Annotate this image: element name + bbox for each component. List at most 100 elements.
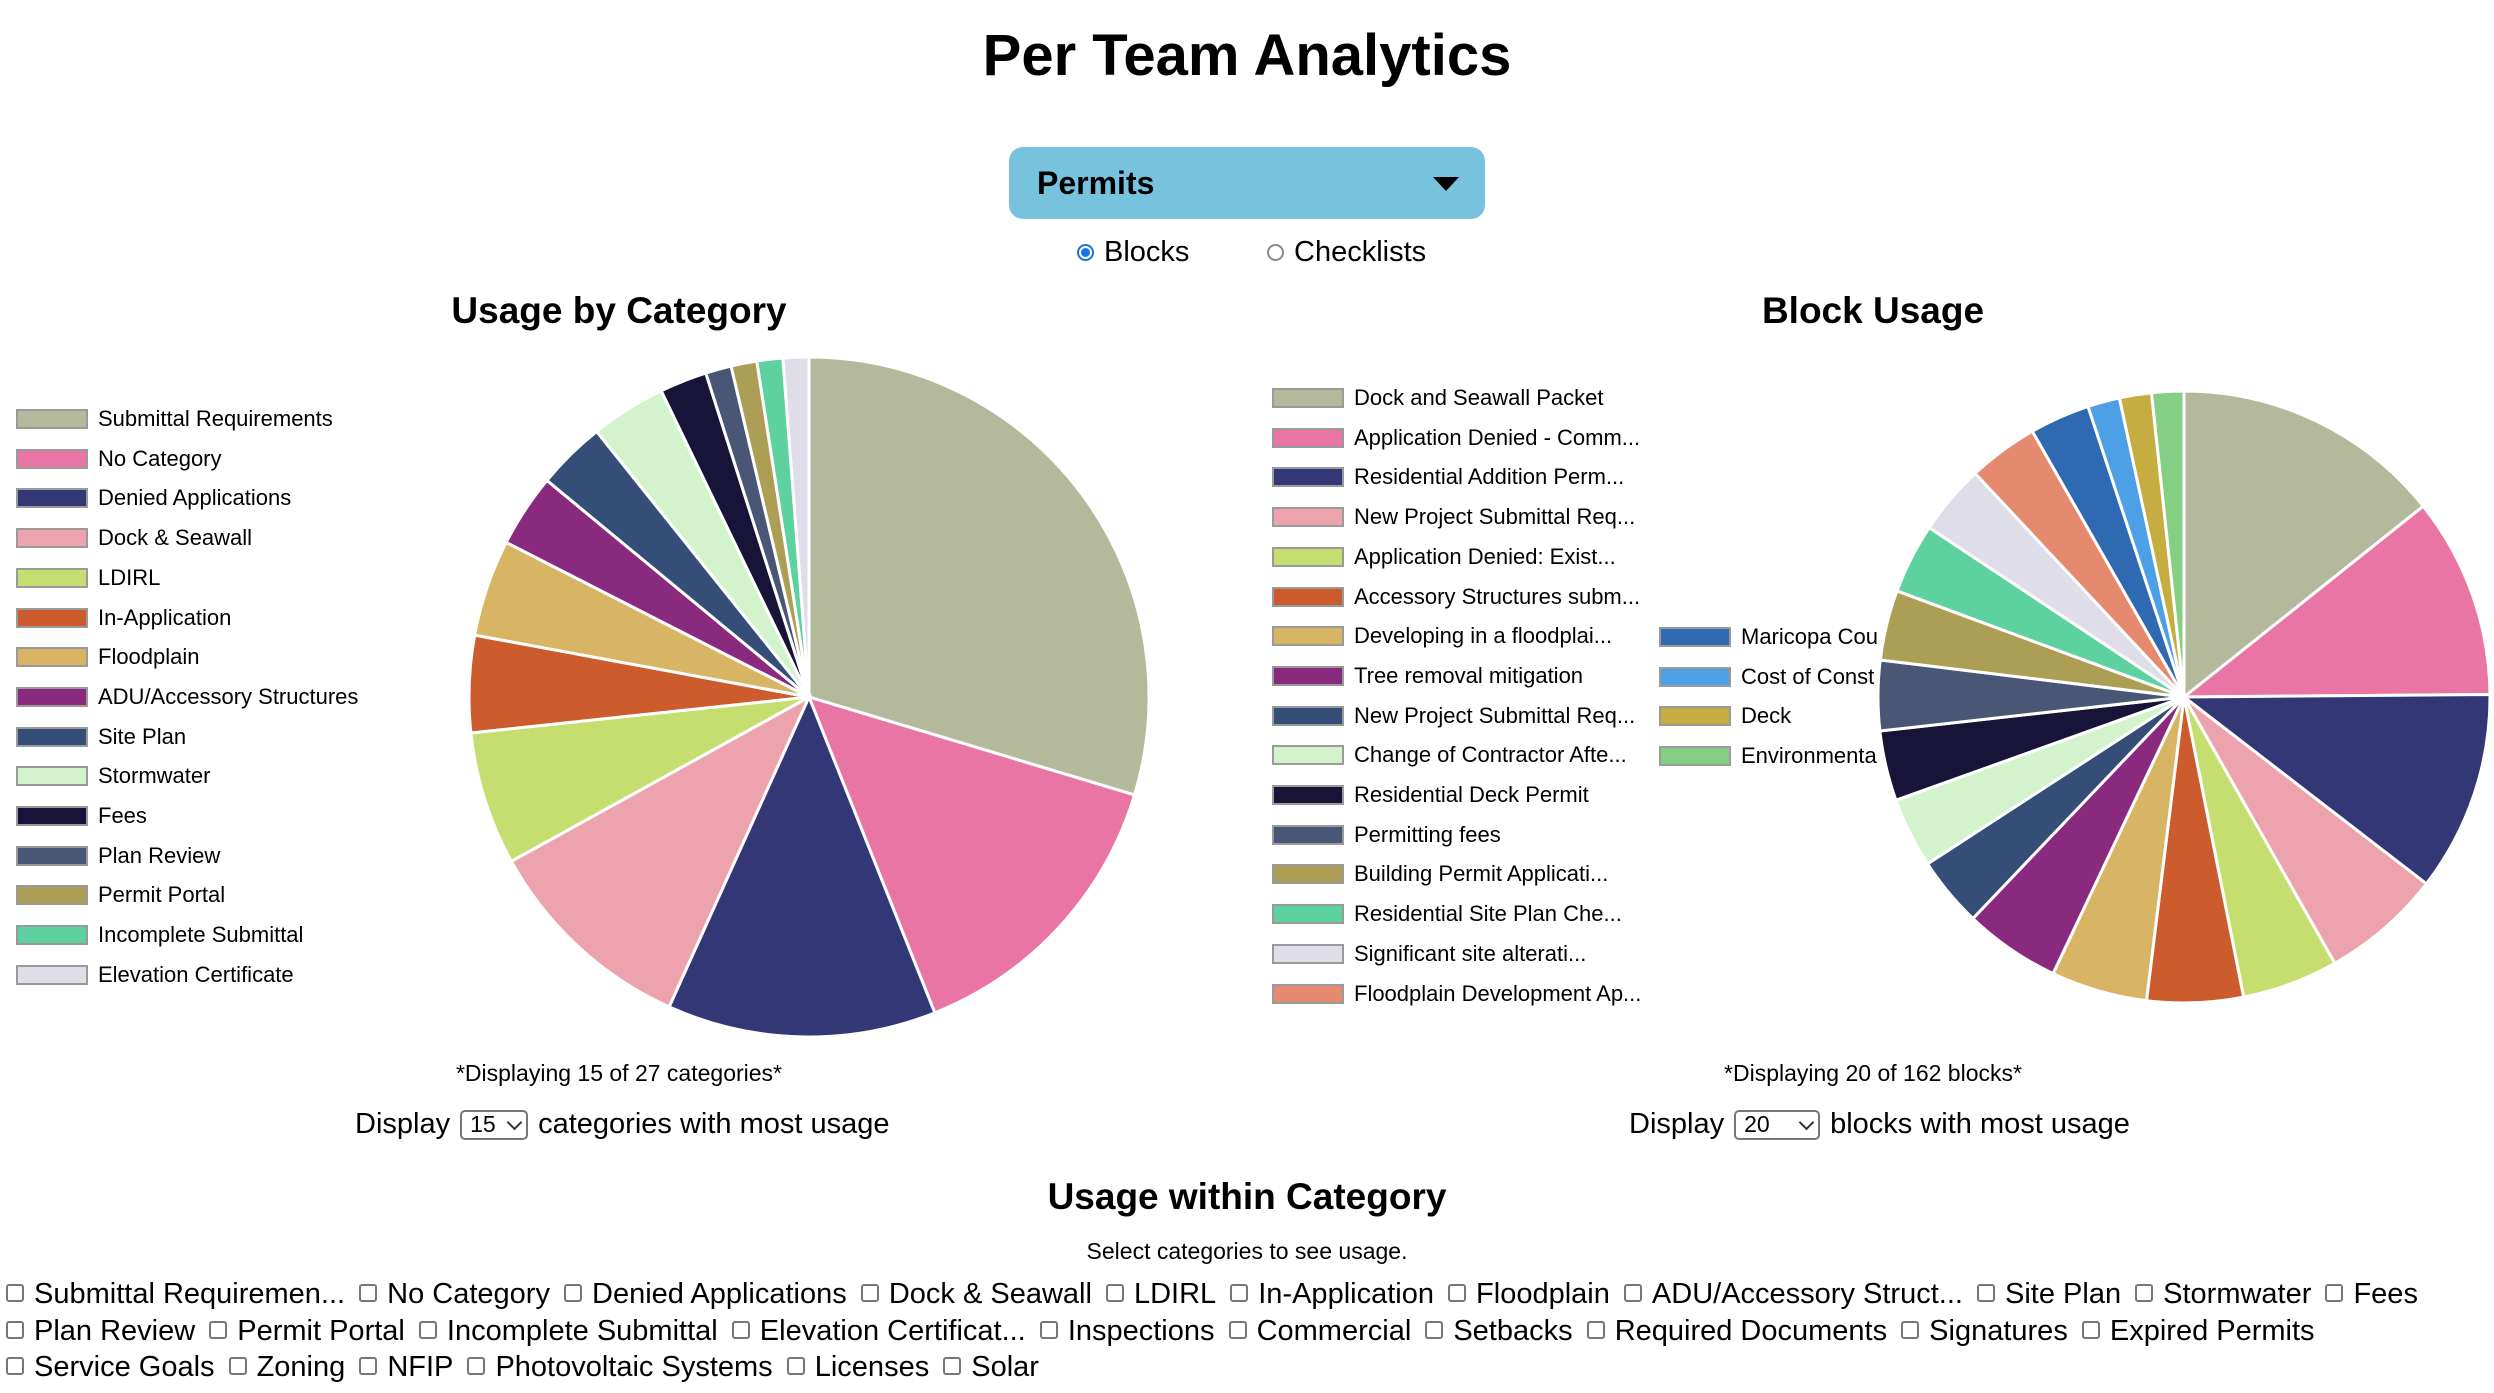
category-checkbox-zoning[interactable]: Zoning [223, 1349, 345, 1386]
checkbox-icon[interactable] [6, 1357, 24, 1375]
checkbox-icon[interactable] [1623, 1284, 1642, 1302]
checkbox-icon[interactable] [418, 1320, 437, 1339]
legend-item-incomplete-submittal[interactable]: Incomplete Submittal [16, 922, 436, 948]
legend-item-application-denied-comm[interactable]: Application Denied - Comm... [1272, 425, 1672, 451]
checkbox-icon[interactable] [860, 1284, 879, 1302]
checkbox-icon[interactable] [6, 1284, 24, 1302]
checkbox-icon[interactable] [786, 1357, 805, 1375]
category-checkbox-elevation-certificat[interactable]: Elevation Certificat... [726, 1313, 1026, 1350]
legend-item-ldirl[interactable]: LDIRL [16, 565, 436, 591]
pie-slice-environmenta[interactable] [2149, 389, 2186, 698]
radio-checklists[interactable]: Checklists [1267, 236, 1426, 269]
category-checkbox-solar[interactable]: Solar [937, 1349, 1039, 1386]
legend-item-accessory-structures-subm[interactable]: Accessory Structures subm... [1272, 584, 1672, 610]
checkbox-icon[interactable] [1228, 1320, 1247, 1339]
category-checkbox-dock-seawall[interactable]: Dock & Seawall [855, 1276, 1092, 1313]
category-checkbox-floodplain[interactable]: Floodplain [1442, 1276, 1610, 1313]
legend-item-permitting-fees[interactable]: Permitting fees [1272, 822, 1672, 848]
checkbox-icon[interactable] [943, 1357, 962, 1375]
legend-item-significant-site-alterati[interactable]: Significant site alterati... [1272, 941, 1672, 967]
checkbox-icon[interactable] [359, 1357, 378, 1375]
checkbox-icon[interactable] [1425, 1320, 1444, 1339]
category-checkbox-denied-applications[interactable]: Denied Applications [558, 1276, 847, 1313]
category-checkbox-in-application[interactable]: In-Application [1224, 1276, 1434, 1313]
block-count-select[interactable]: 20 [1734, 1109, 1821, 1140]
checkbox-icon[interactable] [1977, 1284, 1995, 1302]
legend-item-no-category[interactable]: No Category [16, 446, 436, 472]
radio-checklists-indicator[interactable] [1267, 244, 1284, 261]
category-checkbox-permit-portal[interactable]: Permit Portal [203, 1313, 405, 1350]
checkbox-icon[interactable] [564, 1284, 583, 1302]
pie-slice-submittal-requirements[interactable] [807, 355, 1151, 797]
legend-item-deck[interactable]: Deck [1659, 703, 1877, 729]
legend-item-change-of-contractor-afte[interactable]: Change of Contractor Afte... [1272, 742, 1672, 768]
legend-item-floodplain-development-ap[interactable]: Floodplain Development Ap... [1272, 981, 1672, 1007]
legend-item-denied-applications[interactable]: Denied Applications [16, 485, 436, 511]
legend-item-developing-in-a-floodplai[interactable]: Developing in a floodplai... [1272, 623, 1672, 649]
checkbox-icon[interactable] [1901, 1320, 1920, 1339]
legend-item-tree-removal-mitigation[interactable]: Tree removal mitigation [1272, 663, 1672, 689]
legend-item-residential-deck-permit[interactable]: Residential Deck Permit [1272, 782, 1672, 808]
category-checkbox-licenses[interactable]: Licenses [781, 1349, 929, 1386]
category-checkbox-no-category[interactable]: No Category [353, 1276, 550, 1313]
category-checkbox-submittal-requiremen[interactable]: Submittal Requiremen... [0, 1276, 345, 1313]
category-checkbox-inspections[interactable]: Inspections [1034, 1313, 1215, 1350]
team-dropdown[interactable]: Permits [1009, 147, 1485, 219]
category-checkbox-service-goals[interactable]: Service Goals [0, 1349, 215, 1386]
checkbox-icon[interactable] [1105, 1284, 1124, 1302]
pie-slice-application-denied-comm[interactable] [2179, 504, 2492, 699]
legend-item-adu-accessory-structures[interactable]: ADU/Accessory Structures [16, 684, 436, 710]
legend-item-building-permit-applicati[interactable]: Building Permit Applicati... [1272, 861, 1672, 887]
pie-slice-residential-addition-perm[interactable] [2179, 692, 2492, 886]
category-checkbox-required-documents[interactable]: Required Documents [1581, 1313, 1887, 1350]
radio-blocks[interactable]: Blocks [1077, 236, 1189, 269]
legend-item-in-application[interactable]: In-Application [16, 605, 436, 631]
legend-item-cost-of-const[interactable]: Cost of Const [1659, 664, 1877, 690]
category-checkbox-plan-review[interactable]: Plan Review [0, 1313, 195, 1350]
checkbox-icon[interactable] [2081, 1320, 2100, 1339]
legend-item-plan-review[interactable]: Plan Review [16, 843, 436, 869]
legend-item-residential-site-plan-che[interactable]: Residential Site Plan Che... [1272, 901, 1672, 927]
category-checkbox-stormwater[interactable]: Stormwater [2129, 1276, 2311, 1313]
checkbox-icon[interactable] [1230, 1284, 1249, 1302]
legend-item-new-project-submittal-req[interactable]: New Project Submittal Req... [1272, 703, 1672, 729]
category-checkbox-site-plan[interactable]: Site Plan [1971, 1276, 2121, 1313]
checkbox-icon[interactable] [2325, 1284, 2344, 1302]
category-checkbox-adu-accessory-struct[interactable]: ADU/Accessory Struct... [1618, 1276, 1963, 1313]
legend-item-dock-and-seawall-packet[interactable]: Dock and Seawall Packet [1272, 385, 1672, 411]
category-checkbox-expired-permits[interactable]: Expired Permits [2076, 1313, 2315, 1350]
legend-item-stormwater[interactable]: Stormwater [16, 763, 436, 789]
checkbox-icon[interactable] [2135, 1284, 2154, 1302]
pie-slice-ldirl[interactable] [469, 695, 810, 864]
checkbox-icon[interactable] [1586, 1320, 1605, 1339]
legend-item-maricopa-cou[interactable]: Maricopa Cou [1659, 624, 1877, 650]
legend-item-fees[interactable]: Fees [16, 803, 436, 829]
category-checkbox-commercial[interactable]: Commercial [1223, 1313, 1411, 1350]
legend-item-environmenta[interactable]: Environmenta [1659, 743, 1877, 769]
pie-slice-dock-and-seawall-packet[interactable] [2182, 389, 2426, 701]
legend-item-dock-seawall[interactable]: Dock & Seawall [16, 525, 436, 551]
category-count-select[interactable]: 15 [460, 1109, 529, 1140]
checkbox-icon[interactable] [1448, 1284, 1467, 1302]
category-checkbox-fees[interactable]: Fees [2319, 1276, 2418, 1313]
pie-slice-dock-seawall[interactable] [509, 693, 813, 1009]
legend-item-residential-addition-perm[interactable]: Residential Addition Perm... [1272, 464, 1672, 490]
radio-blocks-indicator[interactable] [1077, 244, 1094, 261]
pie-slice-elevation-certificate[interactable] [781, 355, 811, 698]
pie-slice-new-project-submittal-req[interactable] [2182, 695, 2429, 966]
legend-item-submittal-requirements[interactable]: Submittal Requirements [16, 406, 436, 432]
pie-slice-denied-applications[interactable] [667, 693, 937, 1039]
legend-item-application-denied-exist[interactable]: Application Denied: Exist... [1272, 544, 1672, 570]
legend-item-new-project-submittal-req[interactable]: New Project Submittal Req... [1272, 504, 1672, 530]
category-checkbox-signatures[interactable]: Signatures [1895, 1313, 2068, 1350]
checkbox-icon[interactable] [359, 1284, 378, 1302]
category-checkbox-photovoltaic-systems[interactable]: Photovoltaic Systems [461, 1349, 773, 1386]
checkbox-icon[interactable] [228, 1357, 247, 1375]
checkbox-icon[interactable] [731, 1320, 750, 1339]
legend-item-site-plan[interactable]: Site Plan [16, 724, 436, 750]
legend-item-elevation-certificate[interactable]: Elevation Certificate [16, 962, 436, 988]
legend-item-floodplain[interactable]: Floodplain [16, 644, 436, 670]
checkbox-icon[interactable] [1039, 1320, 1058, 1339]
pie-slice-no-category[interactable] [806, 694, 1137, 1015]
checkbox-icon[interactable] [209, 1320, 228, 1339]
